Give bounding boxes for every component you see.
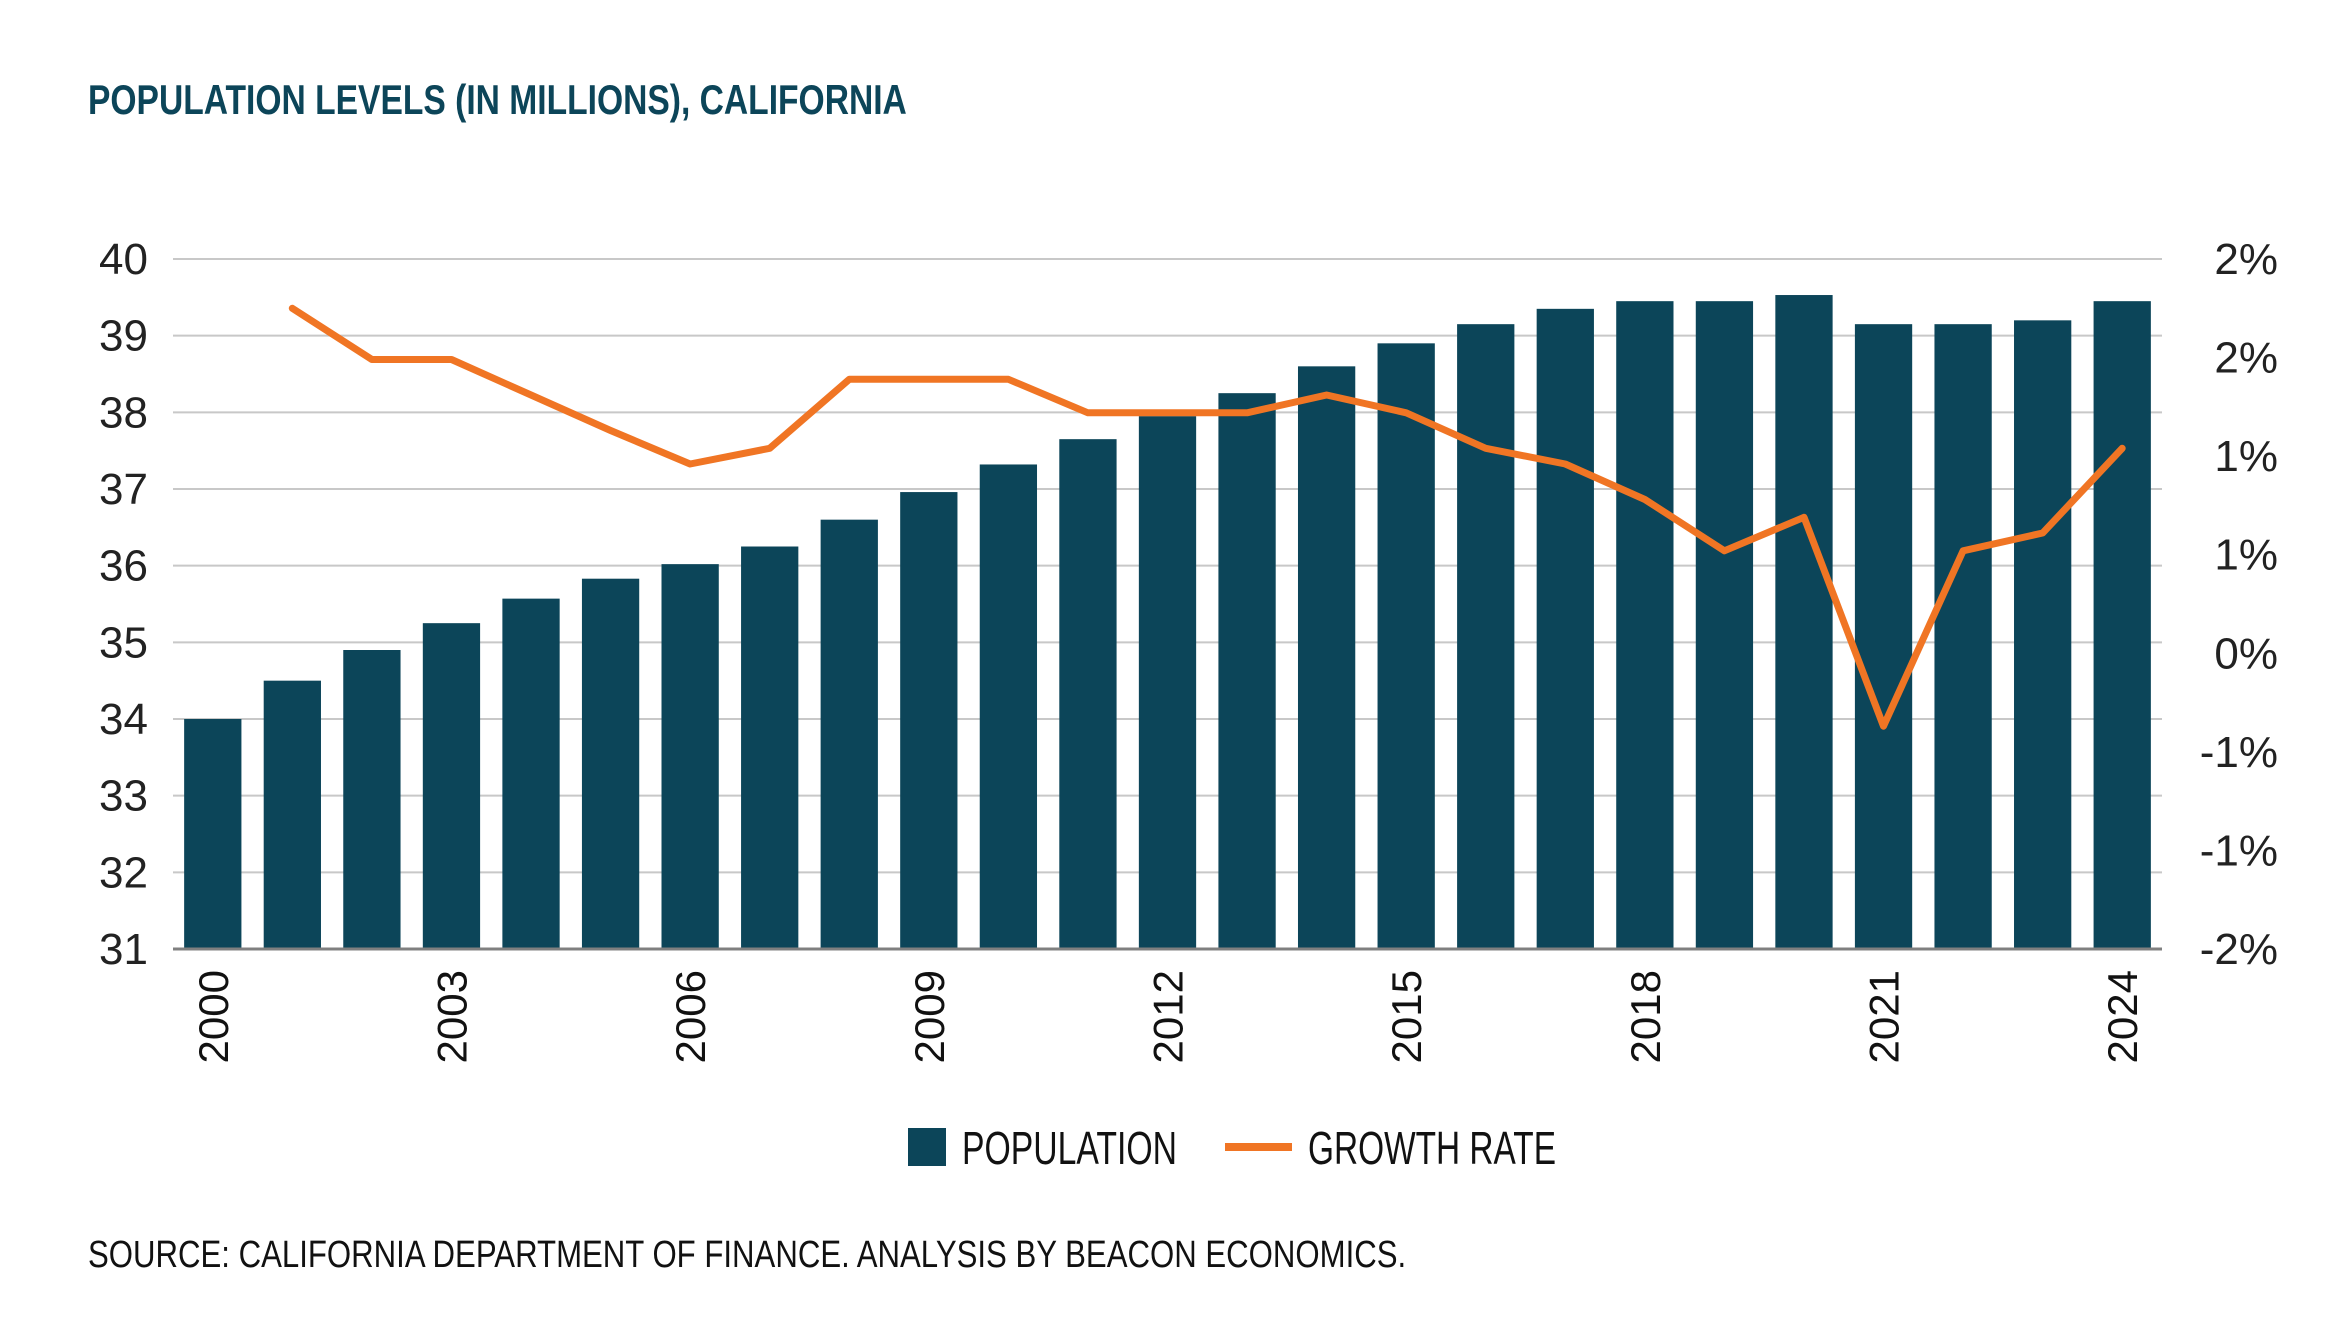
x-tick-label: 2012 [1145,970,1192,1063]
source-note: SOURCE: CALIFORNIA DEPARTMENT OF FINANCE… [88,1234,1407,1276]
legend-label-growth-rate: GROWTH RATE [1308,1122,1556,1174]
population-bar [1457,324,1515,950]
x-tick-label: 2006 [667,970,714,1063]
population-bar [581,578,640,949]
right-tick-label: -1% [2200,826,2278,875]
left-tick-label: 37 [99,465,148,514]
population-bars [184,295,2151,950]
x-tick-label: 2000 [190,970,237,1063]
population-bar [422,623,481,949]
right-tick-label: 2% [2214,334,2278,383]
population-bar [2014,320,2072,949]
growth-rate-line [288,304,2126,730]
chart-title: POPULATION LEVELS (IN MILLIONS), CALIFOR… [88,76,907,123]
left-tick-label: 32 [99,848,148,897]
left-axis-ticks: 40 39 38 37 36 35 34 33 32 31 [99,235,148,974]
legend: POPULATION GROWTH RATE [908,1122,1556,1174]
population-bar [1775,295,1833,949]
left-tick-label: 36 [99,542,148,591]
population-bar [1138,416,1197,950]
population-bar [979,464,1038,949]
right-tick-label: -1% [2200,728,2278,777]
right-tick-label: 1% [2214,531,2278,580]
left-tick-label: 40 [99,235,148,284]
left-tick-label: 39 [99,312,148,361]
x-tick-label: 2003 [428,970,475,1063]
population-bar [900,492,958,949]
x-tick-label: 2021 [1861,970,1908,1063]
right-tick-label: 0% [2214,629,2278,678]
population-bar [1297,366,1356,949]
left-tick-label: 38 [99,388,148,437]
population-bar [661,564,719,949]
population-bar [820,519,878,949]
x-tick-label: 2015 [1383,970,1430,1063]
left-tick-label: 31 [99,925,148,974]
population-bar [502,598,560,949]
population-bar [1934,324,1992,950]
population-bar [184,719,242,949]
x-tick-label: 2018 [1622,970,1669,1063]
legend-label-population: POPULATION [962,1122,1177,1174]
population-bar [1616,301,1674,950]
right-tick-label: 2% [2214,235,2278,284]
population-bar [741,546,799,949]
right-tick-label: -2% [2200,925,2278,974]
right-axis-ticks: 2% 2% 1% 1% 0% -1% -1% -2% [2200,235,2278,974]
left-tick-label: 33 [99,772,148,821]
x-tick-label: 2024 [2099,970,2146,1063]
right-tick-label: 1% [2214,432,2278,481]
legend-swatch-population [908,1128,946,1166]
population-bar [2093,301,2151,950]
population-bar [1536,308,1594,949]
population-bar [1218,393,1276,950]
left-tick-label: 35 [99,618,148,667]
x-axis-ticks: 2000 2003 2006 2009 2012 2015 2018 2021 2024 [190,970,2146,1063]
population-bar [1377,343,1435,949]
growth-rate-line-group [288,304,2126,730]
population-bar [1059,439,1117,949]
population-bar [343,650,401,949]
left-tick-label: 34 [99,695,148,744]
population-bar [1695,301,1754,950]
population-bar [1854,324,1913,950]
x-tick-label: 2009 [906,970,953,1063]
population-bar [263,680,321,949]
